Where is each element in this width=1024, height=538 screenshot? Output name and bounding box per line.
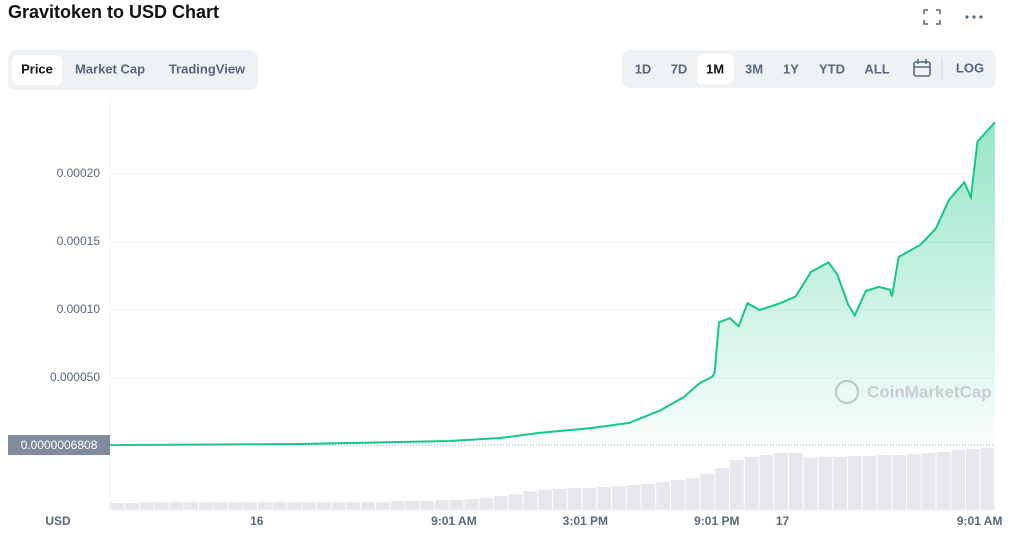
volume-bar [302, 502, 316, 510]
volume-bar [243, 502, 257, 510]
x-tick-label: 17 [776, 514, 790, 528]
log-button[interactable]: LOG [956, 60, 984, 75]
volume-bar [523, 491, 538, 510]
volume-bar [744, 457, 759, 510]
watermark: CoinMarketCap [867, 382, 992, 401]
volume-bar [921, 453, 936, 510]
y-tick-label: 0.000050 [50, 370, 100, 384]
range-button[interactable]: 1Y [783, 61, 799, 76]
volume-bar [862, 456, 877, 510]
axis-label: USD [45, 514, 71, 528]
y-tick-label: 0.00015 [57, 234, 101, 248]
range-button[interactable]: 1D [635, 61, 652, 76]
volume-bar [582, 488, 597, 510]
volume-bar [789, 453, 803, 510]
tab[interactable]: Price [21, 61, 53, 76]
volume-bar [508, 494, 523, 510]
range-button[interactable]: ALL [864, 61, 889, 76]
volume-bar [346, 502, 361, 510]
volume-bar [317, 502, 331, 510]
volume-bar [376, 502, 390, 510]
more-icon[interactable] [965, 15, 983, 19]
volume-bar [228, 502, 243, 510]
tab[interactable]: TradingView [169, 61, 246, 76]
volume-bar [287, 502, 302, 510]
volume-bar [184, 502, 198, 510]
range-button[interactable]: 3M [745, 61, 763, 76]
price-area [110, 122, 995, 447]
volume-bar [685, 478, 700, 510]
volume-bar [405, 501, 420, 510]
volume-bar [907, 454, 921, 510]
volume-bar [140, 502, 154, 510]
x-tick-label: 9:01 AM [957, 514, 1003, 528]
volume-bar [110, 503, 125, 510]
volume-bar [331, 502, 346, 510]
fullscreen-icon[interactable] [923, 9, 941, 25]
volume-bar [464, 499, 479, 510]
volume-bar [877, 455, 892, 510]
volume-bar [199, 502, 213, 510]
tab[interactable]: Market Cap [75, 61, 145, 76]
volume-bar [700, 474, 715, 510]
volume-bar [759, 455, 774, 510]
volume-bar [272, 502, 287, 510]
range-button[interactable]: 1M [706, 61, 724, 76]
current-price-label: 0.0000006808 [21, 438, 98, 452]
volume-bar [612, 486, 626, 510]
volume-bar [213, 502, 228, 510]
volume-bar [980, 448, 995, 510]
active-range [697, 54, 734, 84]
volume-bar [449, 500, 464, 510]
volume-bar [715, 468, 729, 510]
volume-bar [169, 502, 184, 510]
volume-bar [656, 482, 670, 510]
volume-bar [818, 457, 833, 510]
current-price-box [8, 435, 110, 456]
volume-bar [154, 502, 169, 510]
price-line [109, 121, 996, 447]
x-tick-label: 3:01 PM [563, 514, 608, 528]
volume-bar [951, 450, 965, 510]
y-tick-label: 0.00020 [57, 166, 101, 180]
range-button[interactable]: 7D [671, 61, 688, 76]
volume-bar [936, 452, 951, 510]
volume-bar [833, 457, 847, 510]
volume-bar [892, 455, 906, 510]
volume-bar [390, 501, 405, 510]
volume-bar [774, 453, 788, 510]
active-tab [12, 55, 62, 85]
x-tick-label: 9:01 AM [431, 514, 477, 528]
calendar-icon[interactable] [913, 59, 931, 77]
volume-bar [125, 503, 139, 510]
volume-bar [966, 449, 980, 510]
range-button[interactable]: YTD [819, 61, 845, 76]
volume-bar [361, 502, 375, 510]
x-tick-label: 9:01 PM [694, 514, 739, 528]
volume-bar [567, 488, 582, 510]
volume-bar [420, 501, 434, 510]
volume-bar [494, 496, 508, 510]
tab-group [8, 50, 258, 90]
volume-bar [848, 456, 862, 510]
volume-bar [730, 460, 744, 510]
volume-bar [803, 458, 818, 510]
volume-bar [538, 490, 552, 510]
volume-bar [553, 489, 567, 510]
volume-bar [435, 500, 449, 510]
y-tick-label: 0.00010 [57, 302, 101, 316]
volume-bar [641, 484, 656, 510]
volume-bar [597, 487, 611, 510]
volume-bar [479, 498, 493, 510]
volume-bar [671, 480, 685, 510]
volume-bar [626, 485, 641, 510]
x-tick-label: 16 [250, 514, 264, 528]
chart-title: Gravitoken to USD Chart [8, 2, 219, 22]
volume-bar [258, 502, 272, 510]
